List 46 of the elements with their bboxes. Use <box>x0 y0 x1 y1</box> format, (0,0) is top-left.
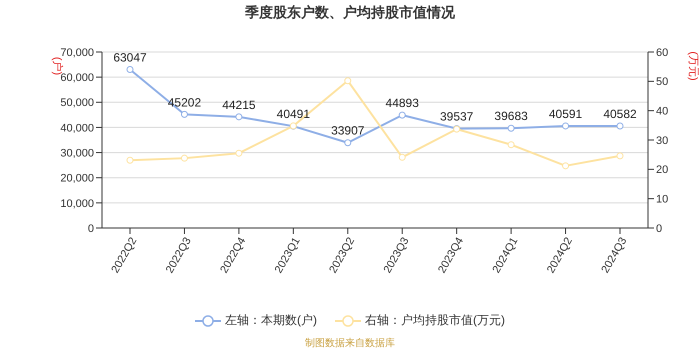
data-label: 39683 <box>494 109 528 124</box>
data-label: 45202 <box>168 95 202 110</box>
point <box>126 66 134 73</box>
chart-title: 季度股东户数、户均持股市值情况 <box>244 4 456 22</box>
point <box>344 77 352 84</box>
point <box>616 122 624 130</box>
y2-tick-label: 0 <box>656 222 662 235</box>
point <box>562 122 570 130</box>
data-label: 33907 <box>331 124 365 138</box>
point <box>508 124 515 132</box>
data-label: 40582 <box>603 106 638 121</box>
y-tick-label: 0 <box>88 222 94 235</box>
y2-tick-label: 30 <box>656 134 668 147</box>
point <box>398 154 406 161</box>
legend-label: 右轴：户均持股市值(万元) <box>365 312 505 329</box>
point <box>126 156 134 164</box>
text: 制图数据来自数据库 <box>304 336 396 350</box>
y2-tick-label: 50 <box>656 76 668 88</box>
y-tick-label: 50,000 <box>60 97 94 110</box>
data-label: 40491 <box>276 107 310 122</box>
point <box>180 110 188 118</box>
data-label: 44893 <box>386 96 420 110</box>
point <box>235 150 242 157</box>
y-tick-label: 40,000 <box>60 122 94 134</box>
y2-tick-label: 10 <box>656 194 668 206</box>
y2-axis-title: (万元) <box>687 51 699 81</box>
data-label: 40591 <box>548 106 583 121</box>
point <box>180 154 188 162</box>
y-tick-label: 10,000 <box>60 198 94 210</box>
y-tick-label: 20,000 <box>60 172 94 185</box>
data-label: 39537 <box>440 110 474 124</box>
y-tick-label: 70,000 <box>60 46 94 59</box>
point <box>398 112 406 119</box>
y2-tick-label: 40 <box>656 106 668 118</box>
point <box>508 141 515 148</box>
y2-tick-label: 20 <box>656 164 668 176</box>
y-tick-label: 60,000 <box>60 72 94 84</box>
point <box>616 152 624 160</box>
y-tick-label: 30,000 <box>60 147 94 160</box>
point <box>235 113 242 120</box>
data-label: 44215 <box>222 98 256 112</box>
legend-label: 左轴：本期数(户) <box>225 312 317 329</box>
y2-tick-label: 60 <box>656 46 668 59</box>
point <box>562 162 570 170</box>
point <box>344 139 352 146</box>
data-label: 63047 <box>113 50 148 64</box>
